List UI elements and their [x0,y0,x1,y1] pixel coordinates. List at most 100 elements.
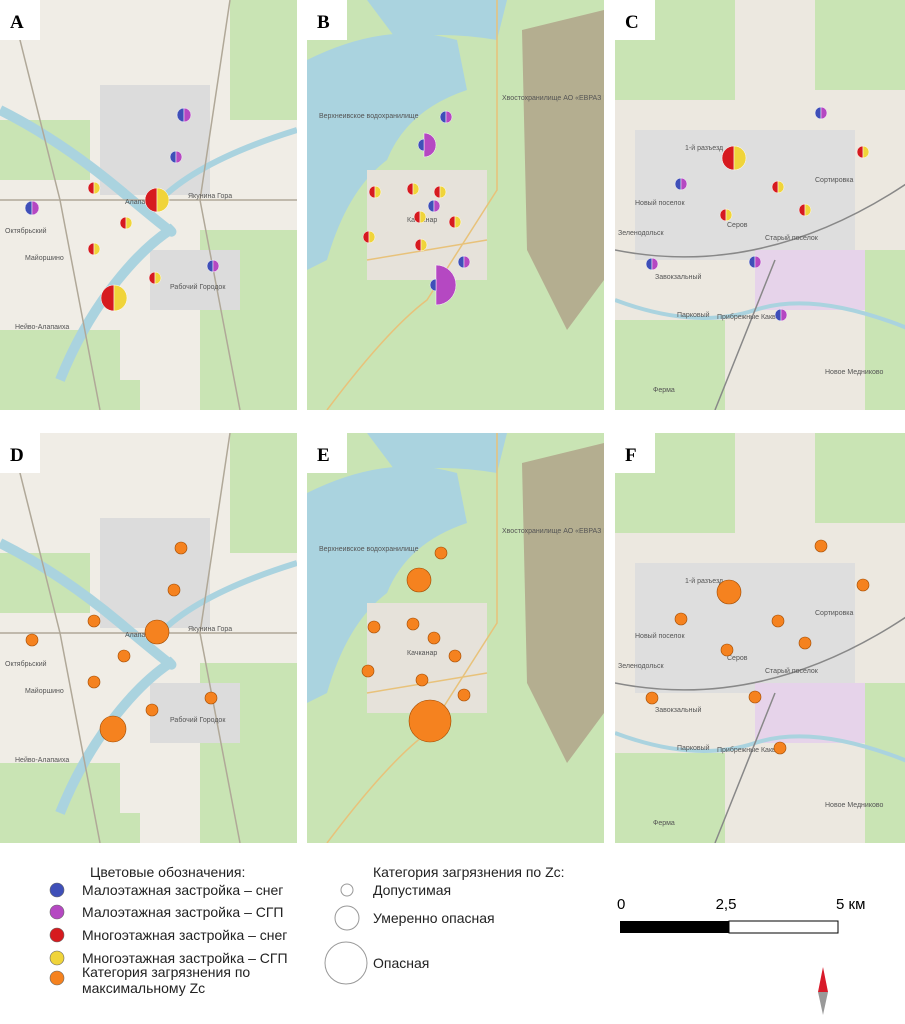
marker [457,688,471,702]
place-label: Прибрежные Каквы [717,313,781,321]
size-title: Категория загрязнения по Zc: [373,864,565,880]
marker [204,691,218,705]
map-panel: Октябрьский Майоршино Алапаевск Якунина Гор… [0,433,297,843]
pie-half [31,200,40,216]
legend-label: Малоэтажная застройка – СГП [82,904,284,920]
pie-half [420,238,428,252]
pie-half [433,185,441,199]
legend-label: Категория загрязнения по максимальному Z… [82,964,251,996]
river [157,560,297,636]
place-label: Парковый [677,311,710,319]
pie-half [93,181,101,195]
pie-half [119,216,127,230]
marker [174,541,188,555]
pie-half [780,308,788,322]
forest [865,683,905,843]
pie-half [368,230,376,244]
north-down [818,992,828,1015]
legend-label: Малоэтажная застройка – снег [82,882,283,898]
place-label: Майоршино [25,687,64,695]
pie-half [175,150,183,164]
label-box [0,433,40,473]
pie-half [439,110,447,124]
panel-label: C [625,12,639,33]
place-label: Новый поселок [635,632,685,640]
pie-half [176,107,185,123]
marker [814,539,828,553]
forest [865,250,905,410]
place-label: Новое Медниково [825,369,884,376]
place-label: Парковый [677,744,710,752]
pie-half [212,259,220,273]
forest [815,433,905,523]
pie-half [748,255,756,269]
place-label: Новый поселок [635,199,685,207]
industry [755,250,865,310]
marker [748,690,762,704]
place-label: Рабочий Городок [170,716,226,724]
size-swatch [334,905,360,931]
pie-half [93,242,101,256]
forest [0,120,90,180]
pie-half [412,182,420,196]
pie-half [24,200,33,216]
place-label: 1-й разъезд [685,144,723,152]
place-label: Прибрежные Каквы [717,746,781,754]
marker [145,703,159,717]
pie-half [771,180,779,194]
size-label: Умеренно опасная [373,910,495,926]
place-label: Серов [727,655,748,662]
map-panel: Октябрьский Майоршино Алапаевск Якунина Гор… [0,0,297,410]
panel-label: E [317,445,330,466]
place-label: Ферма [653,820,675,827]
legend-swatch [49,927,65,943]
town [100,85,210,195]
pie-half [733,145,747,171]
marker [87,614,101,628]
lake [307,33,467,271]
pie-half [719,208,727,222]
pie-half [417,138,425,152]
panel-label: F [625,445,637,466]
pie-half [423,132,437,158]
legend-wrap: Категория загрязнения по максимальному Z… [82,964,251,996]
marker [798,636,812,650]
town [100,518,210,628]
marker [448,649,462,663]
legend-swatch [49,904,65,920]
marker [415,673,429,687]
forest [815,0,905,90]
legend-swatch [49,950,65,966]
marker [427,631,441,645]
forest [230,0,297,120]
road [326,0,498,410]
panel-label: B [317,12,330,33]
forest [0,553,90,613]
place-label: Алапаевск [125,199,160,206]
marker [674,612,688,626]
pie-half [445,110,453,124]
scale-label: 0 [617,896,625,913]
marker [367,620,381,634]
lake [367,0,507,40]
pie-half [419,210,427,224]
size-swatch [340,883,354,897]
river [157,127,297,203]
marker [406,567,432,593]
pie-half [154,271,162,285]
pie-half [362,230,370,244]
place-label: Верхнеивское водохранилище [319,113,419,120]
rail [615,183,905,410]
pie-half [413,210,421,224]
forest [230,433,297,553]
pie-half [148,271,156,285]
place-label: 1-й разъезд [685,577,723,585]
marker [25,633,39,647]
scale-black [620,921,729,933]
pie-half [674,177,682,191]
pie-half [725,208,733,222]
forest [60,380,140,410]
pie-half [454,215,462,229]
size-label: Опасная [373,955,429,971]
marker [716,579,742,605]
